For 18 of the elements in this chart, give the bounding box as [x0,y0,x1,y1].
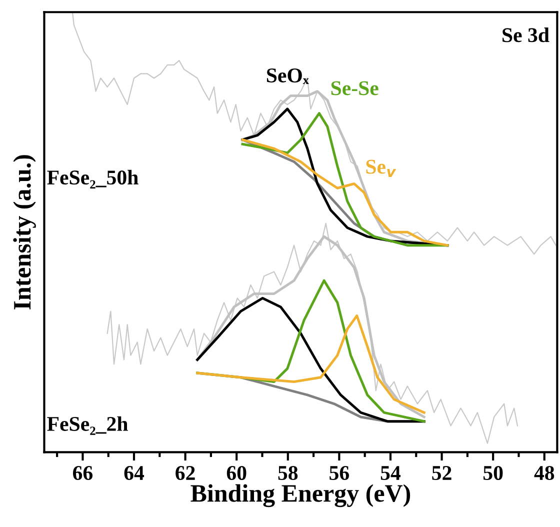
x-tick-label: 58 [278,466,298,480]
annotation: FeSe₂_50h [47,170,138,189]
x-tick-label: 52 [432,466,452,480]
series-label: SeOₓ [266,68,309,84]
x-tick-label: 54 [380,466,401,480]
annotation: Se 3d [502,28,550,42]
x-tick-label: 60 [226,466,246,480]
y-axis-title: Intensity (a.u.) [13,155,36,310]
x-tick-label: 48 [534,466,554,480]
x-tick-label: 56 [330,466,349,480]
x-tick-label: 64 [124,466,144,480]
annotation: FeSe₂_2h [47,416,128,435]
x-axis-title: Binding Energy (eV) [190,484,410,508]
x-tick-label: 62 [176,466,195,480]
x-tick-label: 50 [483,466,503,480]
series-label: Se$_{v}$ [366,160,396,177]
series-label: Se-Se [331,81,378,96]
x-tick-label: 66 [73,466,93,480]
